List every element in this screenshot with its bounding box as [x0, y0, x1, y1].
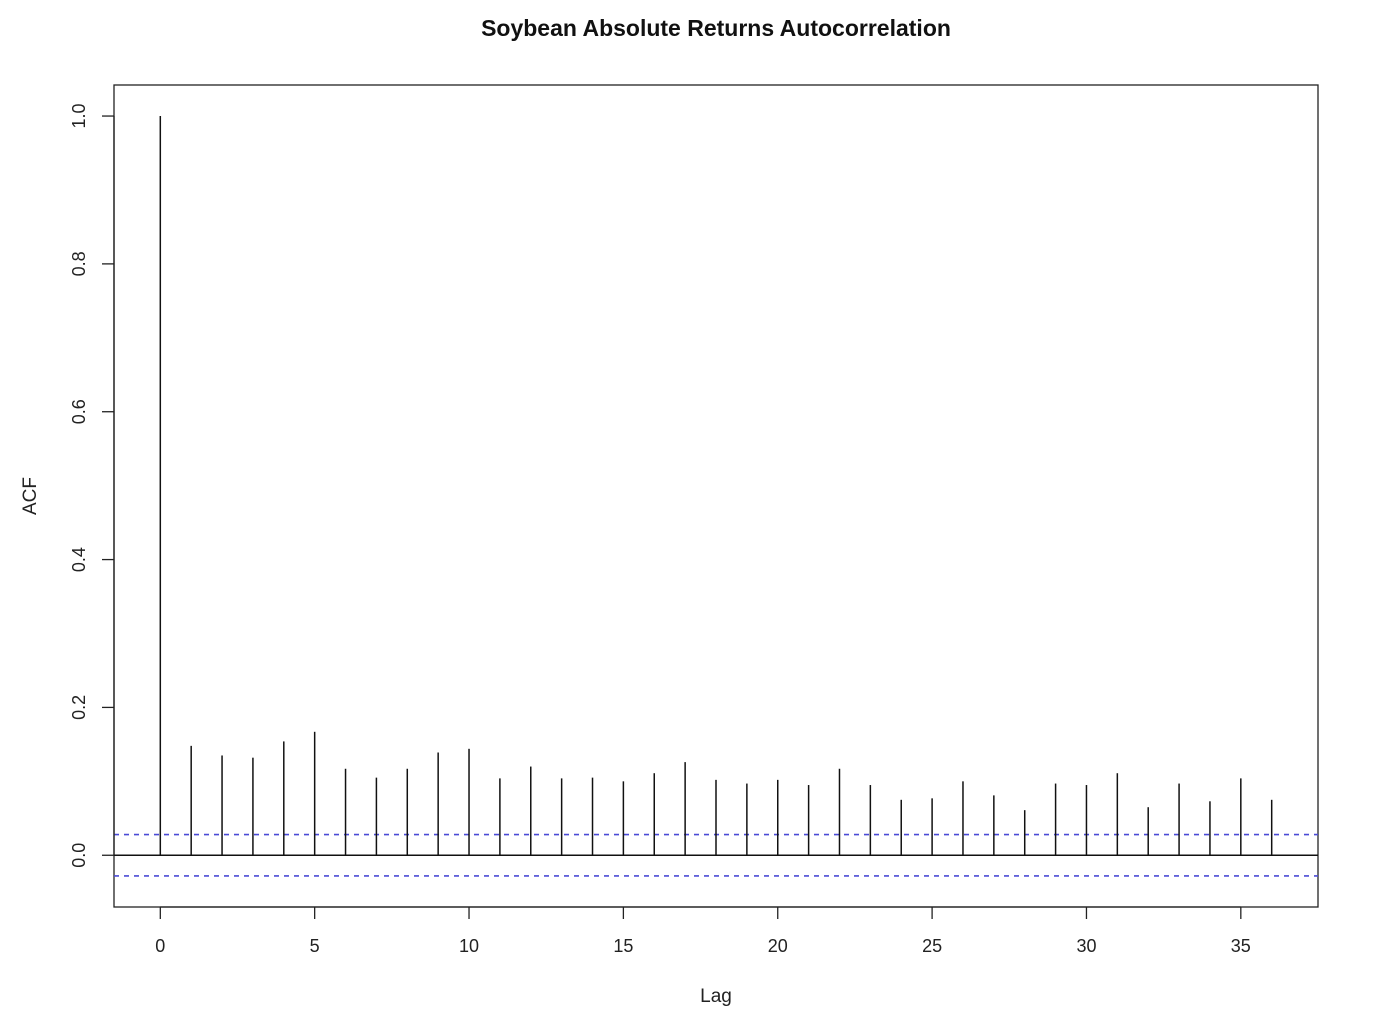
y-tick-label: 0.0	[69, 843, 89, 868]
x-tick-label: 35	[1231, 936, 1251, 956]
x-tick-label: 10	[459, 936, 479, 956]
x-tick-label: 25	[922, 936, 942, 956]
y-tick-label: 1.0	[69, 104, 89, 129]
x-tick-label: 5	[310, 936, 320, 956]
acf-bars	[159, 116, 1273, 856]
y-axis-label: ACF	[20, 477, 41, 515]
y-tick-label: 0.4	[69, 547, 89, 572]
x-tick-label: 15	[613, 936, 633, 956]
x-axis: 0 5 10 15 20 25 30 35	[155, 906, 1251, 956]
x-tick-label: 30	[1076, 936, 1096, 956]
x-tick-label: 0	[155, 936, 165, 956]
y-tick-label: 0.2	[69, 695, 89, 720]
x-axis-label: Lag	[700, 986, 732, 1007]
chart-title: Soybean Absolute Returns Autocorrelation	[481, 15, 951, 41]
y-tick-label: 0.8	[69, 251, 89, 276]
y-axis: 0.0 0.2 0.4 0.6 0.8 1.0	[69, 104, 115, 868]
y-tick-label: 0.6	[69, 399, 89, 424]
x-tick-label: 20	[768, 936, 788, 956]
